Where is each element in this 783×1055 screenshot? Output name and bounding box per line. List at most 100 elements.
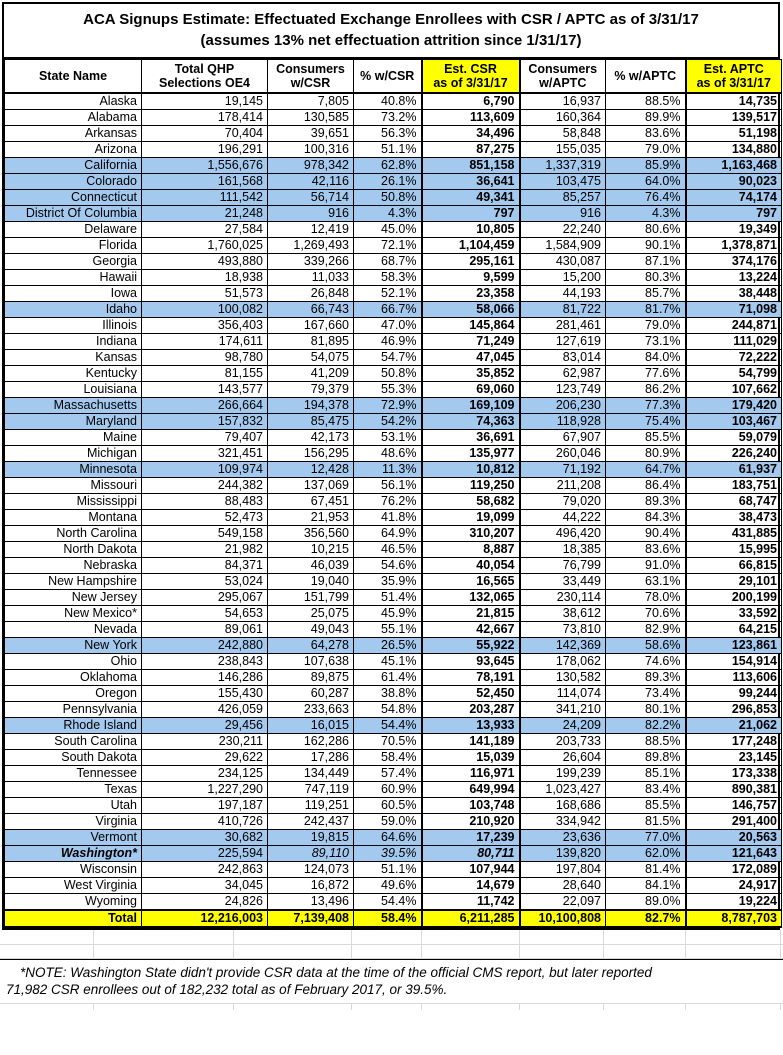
consumers-csr-cell[interactable]: 25,075 (267, 605, 354, 622)
consumers-csr-cell[interactable]: 85,475 (267, 413, 354, 430)
est-aptc-cell[interactable]: 38,473 (684, 509, 782, 526)
est-csr-cell[interactable]: 42,667 (420, 621, 521, 638)
est-csr-cell[interactable]: 295,161 (420, 253, 521, 270)
pct-csr-cell[interactable]: 59.0% (353, 813, 422, 830)
est-csr-cell[interactable]: 107,944 (420, 861, 521, 878)
pct-aptc-cell[interactable]: 82.9% (605, 621, 686, 638)
pct-csr-cell[interactable]: 46.9% (353, 333, 422, 350)
pct-aptc-cell[interactable]: 89.3% (605, 493, 686, 510)
est-csr-cell[interactable]: 35,852 (420, 365, 521, 382)
est-aptc-cell[interactable]: 19,349 (684, 221, 782, 238)
pct-aptc-cell[interactable]: 84.1% (605, 877, 686, 894)
consumers-csr-cell[interactable]: 19,815 (267, 829, 354, 846)
qhp-selections-cell[interactable]: 100,082 (141, 301, 268, 318)
pct-aptc-cell[interactable]: 77.6% (605, 365, 686, 382)
consumers-csr-cell[interactable]: 64,278 (267, 637, 354, 654)
pct-aptc-cell[interactable]: 80.6% (605, 221, 686, 238)
consumers-aptc-cell[interactable]: 16,937 (519, 92, 606, 110)
consumers-aptc-cell[interactable]: 71,192 (519, 461, 606, 478)
state-cell[interactable]: Minnesota (4, 461, 142, 478)
consumers-aptc-cell[interactable]: 23,636 (519, 829, 606, 846)
est-aptc-cell[interactable]: 431,885 (684, 525, 782, 542)
consumers-aptc-cell[interactable]: 58,848 (519, 125, 606, 142)
est-aptc-cell[interactable]: 72,222 (684, 349, 782, 366)
qhp-selections-cell[interactable]: 111,542 (141, 189, 268, 206)
est-csr-cell[interactable]: 116,971 (420, 765, 521, 782)
est-aptc-cell[interactable]: 71,098 (684, 301, 782, 318)
est-aptc-cell[interactable]: 139,517 (684, 109, 782, 126)
est-csr-cell[interactable]: 210,920 (420, 813, 521, 830)
consumers-aptc-cell[interactable]: 79,020 (519, 493, 606, 510)
total-qhp-cell[interactable]: 12,216,003 (141, 909, 268, 928)
state-cell[interactable]: Oklahoma (4, 669, 142, 686)
qhp-selections-cell[interactable]: 549,158 (141, 525, 268, 542)
est-csr-cell[interactable]: 19,099 (420, 509, 521, 526)
est-csr-cell[interactable]: 310,207 (420, 525, 521, 542)
pct-aptc-cell[interactable]: 73.1% (605, 333, 686, 350)
state-cell[interactable]: New Hampshire (4, 573, 142, 590)
pct-csr-cell[interactable]: 11.3% (353, 461, 422, 478)
qhp-selections-cell[interactable]: 230,211 (141, 733, 268, 750)
consumers-aptc-cell[interactable]: 160,364 (519, 109, 606, 126)
state-cell[interactable]: North Dakota (4, 541, 142, 558)
consumers-aptc-cell[interactable]: 1,337,319 (519, 157, 606, 174)
pct-aptc-cell[interactable]: 76.4% (605, 189, 686, 206)
consumers-csr-cell[interactable]: 356,560 (267, 525, 354, 542)
pct-aptc-cell[interactable]: 89.9% (605, 109, 686, 126)
consumers-aptc-cell[interactable]: 114,074 (519, 685, 606, 702)
consumers-csr-cell[interactable]: 46,039 (267, 557, 354, 574)
qhp-selections-cell[interactable]: 18,938 (141, 269, 268, 286)
pct-csr-cell[interactable]: 60.9% (353, 781, 422, 798)
pct-csr-cell[interactable]: 52.1% (353, 285, 422, 302)
pct-csr-cell[interactable]: 38.8% (353, 685, 422, 702)
consumers-aptc-cell[interactable]: 73,810 (519, 621, 606, 638)
qhp-selections-cell[interactable]: 34,045 (141, 877, 268, 894)
est-aptc-cell[interactable]: 74,174 (684, 189, 782, 206)
consumers-csr-cell[interactable]: 13,496 (267, 893, 354, 911)
qhp-selections-cell[interactable]: 196,291 (141, 141, 268, 158)
pct-csr-cell[interactable]: 54.7% (353, 349, 422, 366)
col-header-pct-csr[interactable]: % w/CSR (353, 59, 422, 94)
consumers-csr-cell[interactable]: 54,075 (267, 349, 354, 366)
est-aptc-cell[interactable]: 154,914 (684, 653, 782, 670)
col-header-state-name[interactable]: State Name (4, 59, 142, 94)
consumers-aptc-cell[interactable]: 44,222 (519, 509, 606, 526)
state-cell[interactable]: Mississippi (4, 493, 142, 510)
state-cell[interactable]: New Jersey (4, 589, 142, 606)
consumers-aptc-cell[interactable]: 496,420 (519, 525, 606, 542)
state-cell[interactable]: Indiana (4, 333, 142, 350)
pct-aptc-cell[interactable]: 62.0% (605, 845, 686, 862)
state-cell[interactable]: Wyoming (4, 893, 142, 911)
consumers-csr-cell[interactable]: 124,073 (267, 861, 354, 878)
est-csr-cell[interactable]: 132,065 (420, 589, 521, 606)
consumers-csr-cell[interactable]: 339,266 (267, 253, 354, 270)
consumers-aptc-cell[interactable]: 24,209 (519, 717, 606, 734)
consumers-csr-cell[interactable]: 17,286 (267, 749, 354, 766)
est-csr-cell[interactable]: 93,645 (420, 653, 521, 670)
qhp-selections-cell[interactable]: 21,982 (141, 541, 268, 558)
consumers-csr-cell[interactable]: 7,805 (267, 92, 354, 110)
pct-csr-cell[interactable]: 45.9% (353, 605, 422, 622)
state-cell[interactable]: Arkansas (4, 125, 142, 142)
est-aptc-cell[interactable]: 244,871 (684, 317, 782, 334)
est-csr-cell[interactable]: 649,994 (420, 781, 521, 798)
pct-csr-cell[interactable]: 56.1% (353, 477, 422, 494)
est-csr-cell[interactable]: 13,933 (420, 717, 521, 734)
qhp-selections-cell[interactable]: 1,760,025 (141, 237, 268, 254)
est-csr-cell[interactable]: 15,039 (420, 749, 521, 766)
pct-csr-cell[interactable]: 55.3% (353, 381, 422, 398)
consumers-aptc-cell[interactable]: 62,987 (519, 365, 606, 382)
consumers-csr-cell[interactable]: 42,116 (267, 173, 354, 190)
consumers-aptc-cell[interactable]: 123,749 (519, 381, 606, 398)
pct-aptc-cell[interactable]: 74.6% (605, 653, 686, 670)
est-aptc-cell[interactable]: 15,995 (684, 541, 782, 558)
total-est-csr-cell[interactable]: 6,211,285 (420, 909, 521, 928)
consumers-csr-cell[interactable]: 194,378 (267, 397, 354, 414)
qhp-selections-cell[interactable]: 1,556,676 (141, 157, 268, 174)
pct-aptc-cell[interactable]: 83.4% (605, 781, 686, 798)
pct-csr-cell[interactable]: 45.0% (353, 221, 422, 238)
pct-aptc-cell[interactable]: 63.1% (605, 573, 686, 590)
consumers-csr-cell[interactable]: 16,015 (267, 717, 354, 734)
est-aptc-cell[interactable]: 113,606 (684, 669, 782, 686)
pct-csr-cell[interactable]: 73.2% (353, 109, 422, 126)
